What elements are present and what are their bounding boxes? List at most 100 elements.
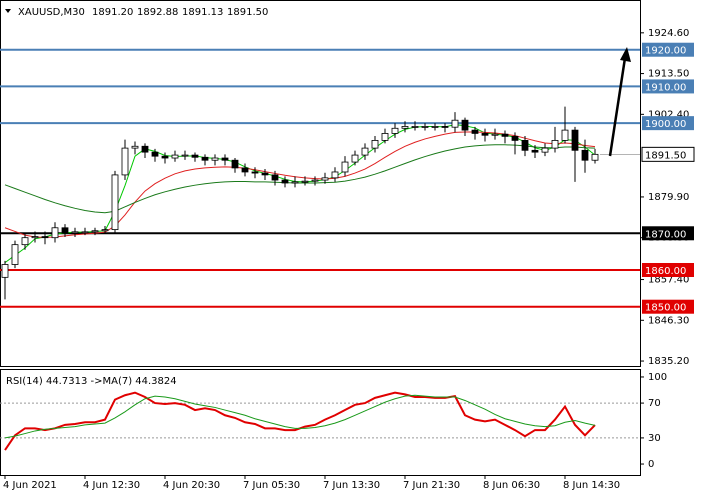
candle-body [261,172,269,176]
candle-body [551,139,559,149]
candle-body [241,167,249,173]
level-label: 1910.00 [645,82,686,93]
y-tick-label: 1879.90 [648,192,689,203]
candle-body [271,174,279,181]
candle-body [221,157,229,161]
candle-body [331,171,339,179]
y-tick-label: 1846.30 [648,315,689,326]
candle-body [131,145,139,149]
candle-body [111,174,119,231]
candle-body [451,119,459,128]
ohlc-value: 1891.50 [227,7,268,18]
candle-body [251,171,259,174]
candle-body [321,177,329,181]
level-label-box [642,116,694,131]
level-label-box [642,226,694,241]
main-panel-frame [0,0,641,367]
candle-body [471,129,479,134]
ohlc-value: 1892.88 [137,7,178,18]
level-label: 1870.00 [645,229,686,240]
candle-body [41,236,49,239]
level-label: 1900.00 [645,119,686,130]
candle-body [431,126,439,128]
candle-body [541,147,549,153]
candle-body [71,231,79,234]
level-label-box [642,262,694,277]
candle-body [401,126,409,129]
level-label: 1860.00 [645,266,686,277]
x-tick-label: 8 Jun 14:30 [563,480,620,491]
y-tick-label: 1857.40 [648,275,689,286]
candle-body [491,133,499,136]
symbol-title: XAUUSD,M30 [18,7,85,18]
rsi-title: RSI(14) 44.7313 ->MA(7) 44.3824 [6,376,177,387]
candle-body [571,129,579,151]
candle-body [91,230,99,233]
y-tick-label: 1902.40 [648,109,689,120]
arrow-head [620,47,631,62]
candle-body [1,264,9,278]
y-tick-label: 30 [648,433,661,444]
candle-body [141,145,149,153]
candle-body [61,227,69,234]
candle-body [421,126,429,128]
candle-body [171,154,179,159]
moving-average [4,144,596,214]
candle-body [381,133,389,141]
x-tick-label: 4 Jun 20:30 [163,480,220,491]
y-tick-label: 1913.50 [648,69,689,80]
current-price-box [641,146,695,162]
candle-body [231,159,239,169]
candle-body [281,179,289,184]
x-tick-label: 7 Jun 13:30 [323,480,380,491]
y-tick-label: 0 [648,459,654,470]
candle-body [211,157,219,161]
candle-body [121,147,129,176]
current-price-label: 1891.50 [645,150,686,161]
menu-triangle [5,9,11,13]
y-tick-label: 70 [648,398,661,409]
candle-body [311,179,319,182]
candle-body [291,181,299,184]
ohlc-value: 1891.13 [182,7,223,18]
candle-body [581,149,589,161]
candle-body [201,156,209,161]
y-tick-label: 1835.20 [648,356,689,367]
annotation-arrow [608,47,631,157]
candle-body [481,133,489,136]
level-label-box [642,79,694,94]
level-label-box [642,299,694,314]
candle-body [531,149,539,153]
candle-body [11,244,19,265]
moving-average [4,131,596,238]
candle-body [561,129,569,141]
candle-body [361,147,369,156]
x-tick-label: 4 Jun 12:30 [83,480,140,491]
candle-body [81,231,89,234]
candle-body [521,139,529,151]
level-label-box [642,42,694,57]
candle-body [441,126,449,128]
candle-body [501,133,509,137]
candle-body [461,119,469,131]
candle-body [51,227,59,239]
candle-body [31,236,39,239]
y-tick-label: 100 [648,372,667,383]
candle-body [591,153,599,161]
candle-body [391,127,399,134]
x-tick-label: 7 Jun 21:30 [403,480,460,491]
candle-body [181,154,189,157]
level-label: 1920.00 [645,46,686,57]
level-label: 1850.00 [645,303,686,314]
ohlc-value: 1891.20 [92,7,133,18]
candle-body [151,151,159,157]
rsi-line [4,394,596,439]
arrow-shaft [608,57,627,157]
x-tick-label: 8 Jun 06:30 [483,480,540,491]
candle-body [301,180,309,183]
x-tick-label: 7 Jun 05:30 [243,480,300,491]
y-tick-label: 1924.60 [648,28,689,39]
candle-body [371,139,379,149]
